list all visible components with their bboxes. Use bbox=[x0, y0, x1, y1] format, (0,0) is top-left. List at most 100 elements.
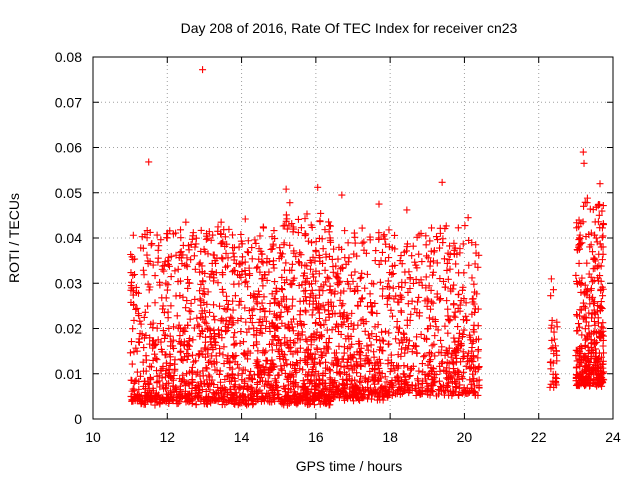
data-point bbox=[474, 263, 482, 271]
data-point bbox=[267, 365, 275, 373]
data-point bbox=[131, 394, 139, 402]
data-point bbox=[249, 387, 257, 395]
data-point bbox=[362, 249, 370, 257]
data-point bbox=[224, 372, 232, 380]
data-point bbox=[361, 284, 369, 292]
data-point bbox=[178, 376, 186, 384]
data-point bbox=[326, 282, 334, 290]
data-point bbox=[432, 233, 440, 241]
data-point bbox=[369, 377, 377, 385]
data-point bbox=[296, 307, 304, 315]
data-point bbox=[201, 318, 209, 326]
data-point bbox=[575, 259, 583, 267]
data-point bbox=[299, 272, 307, 280]
data-point bbox=[165, 262, 173, 270]
data-point bbox=[230, 280, 238, 288]
data-point bbox=[217, 385, 225, 393]
data-point bbox=[467, 363, 475, 371]
data-point bbox=[317, 321, 325, 329]
data-point bbox=[398, 293, 406, 301]
data-point bbox=[548, 321, 556, 329]
data-point bbox=[452, 379, 460, 387]
data-point bbox=[552, 377, 560, 385]
data-point bbox=[228, 231, 236, 239]
data-point bbox=[443, 297, 451, 305]
data-point bbox=[289, 327, 297, 335]
data-point bbox=[220, 343, 228, 351]
data-point bbox=[350, 287, 358, 295]
data-point bbox=[251, 236, 259, 244]
data-point bbox=[266, 398, 274, 406]
data-point bbox=[184, 284, 192, 292]
data-point bbox=[164, 314, 172, 322]
data-point bbox=[227, 313, 235, 321]
data-point bbox=[460, 353, 468, 361]
data-point bbox=[596, 224, 604, 232]
data-point bbox=[353, 252, 361, 260]
data-point bbox=[352, 358, 360, 366]
data-point bbox=[143, 393, 151, 401]
data-point bbox=[413, 298, 421, 306]
data-point bbox=[592, 338, 600, 346]
data-point bbox=[321, 306, 329, 314]
data-point bbox=[323, 364, 331, 372]
data-point bbox=[270, 295, 278, 303]
data-point bbox=[228, 373, 236, 381]
data-point bbox=[329, 384, 337, 392]
data-point bbox=[197, 378, 205, 386]
data-point bbox=[293, 395, 301, 403]
data-point bbox=[229, 297, 237, 305]
data-point bbox=[459, 286, 467, 294]
data-point bbox=[226, 317, 234, 325]
data-point bbox=[437, 349, 445, 357]
data-point bbox=[320, 281, 328, 289]
data-point bbox=[282, 295, 290, 303]
data-point bbox=[287, 361, 295, 369]
data-point bbox=[212, 259, 220, 267]
data-point bbox=[368, 330, 376, 338]
data-point bbox=[235, 260, 243, 268]
data-point bbox=[394, 328, 402, 336]
data-point bbox=[367, 299, 375, 307]
data-point bbox=[345, 254, 353, 262]
data-point bbox=[156, 399, 164, 407]
data-point bbox=[280, 401, 288, 409]
data-point bbox=[158, 294, 166, 302]
data-point bbox=[140, 271, 148, 279]
data-point bbox=[130, 301, 138, 309]
data-point bbox=[573, 311, 581, 319]
data-point bbox=[391, 231, 399, 239]
data-point bbox=[381, 327, 389, 335]
data-point bbox=[388, 359, 396, 367]
data-point bbox=[153, 392, 161, 400]
data-point bbox=[583, 332, 591, 340]
data-point bbox=[338, 191, 346, 199]
data-point bbox=[236, 297, 244, 305]
data-point bbox=[189, 229, 197, 237]
data-point bbox=[581, 362, 589, 370]
data-point bbox=[157, 236, 165, 244]
data-point bbox=[256, 315, 264, 323]
data-point bbox=[580, 159, 588, 167]
data-point bbox=[448, 378, 456, 386]
data-point bbox=[244, 385, 252, 393]
data-point bbox=[258, 389, 266, 397]
data-point bbox=[199, 372, 207, 380]
data-point bbox=[223, 240, 231, 248]
data-point bbox=[153, 231, 161, 239]
data-point bbox=[577, 306, 585, 314]
data-point bbox=[149, 344, 157, 352]
data-point bbox=[342, 335, 350, 343]
data-point bbox=[449, 358, 457, 366]
data-point bbox=[547, 365, 555, 373]
data-point bbox=[159, 327, 167, 335]
data-point bbox=[361, 374, 369, 382]
data-point bbox=[288, 323, 296, 331]
data-point bbox=[210, 251, 218, 259]
data-point bbox=[146, 362, 154, 370]
data-point bbox=[410, 341, 418, 349]
data-point bbox=[367, 341, 375, 349]
data-point bbox=[591, 321, 599, 329]
data-point bbox=[258, 250, 266, 258]
data-point bbox=[440, 255, 448, 263]
